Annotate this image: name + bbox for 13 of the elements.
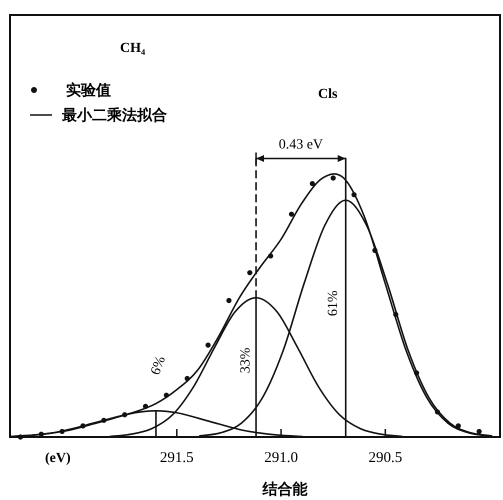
x-tick-label: 290.5 xyxy=(368,450,402,466)
annotation: 33% xyxy=(238,347,254,374)
text: 0.43 eV xyxy=(278,137,324,152)
legend-label: 最小二乘法拟合 xyxy=(61,106,167,124)
text: CH₄ xyxy=(120,41,146,56)
text: Cls xyxy=(318,87,338,102)
legend-label: 实验值 xyxy=(66,81,111,99)
text: (eV) xyxy=(45,451,71,466)
x-tick-label: 291.5 xyxy=(160,450,194,466)
annotation: 61% xyxy=(326,290,341,316)
x-axis-title: 结合能 xyxy=(262,480,308,498)
annotation: 6% xyxy=(148,354,170,378)
x-tick-label: 291.0 xyxy=(264,450,298,466)
